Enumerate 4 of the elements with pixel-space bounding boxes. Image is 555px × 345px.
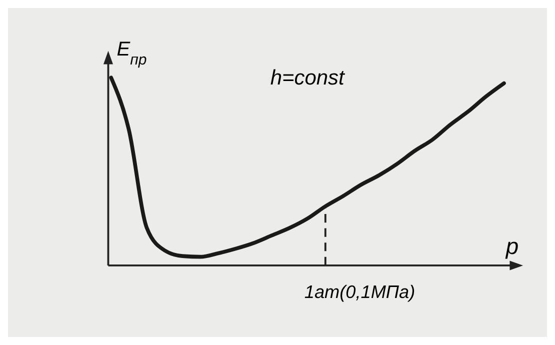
y-axis-title: E$_{пр}$: [116, 38, 147, 68]
x-axis-title: p: [504, 233, 519, 260]
annotation: h=const: [270, 66, 346, 90]
text: 1ат(0,1МПа): [304, 282, 416, 302]
